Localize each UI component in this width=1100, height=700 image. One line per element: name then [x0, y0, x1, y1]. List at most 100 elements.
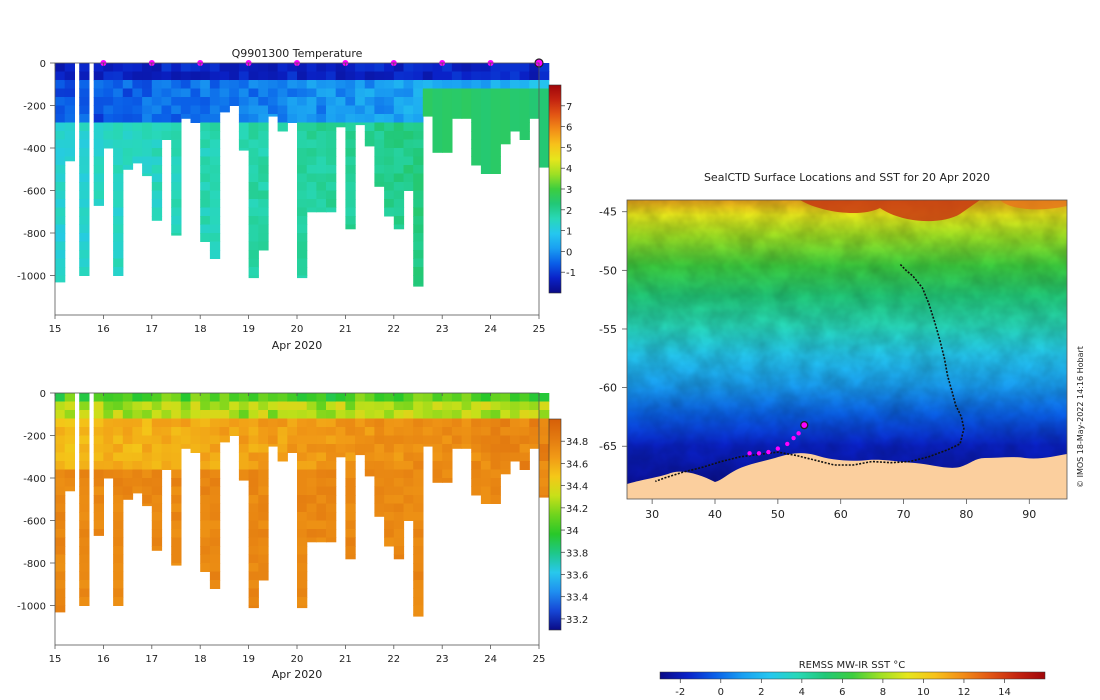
section-cell [209, 122, 221, 132]
section-cell [471, 63, 482, 72]
section-cell [151, 537, 163, 547]
colorbar-tick-label: 1 [566, 227, 572, 238]
section-cell [64, 393, 75, 402]
section-cell [480, 452, 492, 462]
section-cell [93, 105, 104, 115]
section-cell [297, 452, 308, 462]
section-cell [113, 71, 124, 81]
section-cell [355, 122, 366, 126]
section-cell [55, 114, 66, 123]
section-cell [355, 427, 366, 436]
section-cell [384, 520, 395, 530]
section-cell [297, 486, 308, 496]
section-cell [209, 554, 221, 564]
section-cell [326, 512, 337, 521]
section-cell [393, 182, 405, 191]
section-cell [519, 418, 530, 428]
y-tick-label: 0 [40, 59, 46, 70]
section-cell [248, 478, 259, 487]
section-cell [79, 461, 90, 470]
section-cell [364, 80, 376, 89]
section-cell [258, 393, 269, 402]
section-cell [335, 105, 346, 115]
section-cell [190, 80, 201, 89]
section-cell [413, 63, 424, 72]
section-cell [413, 554, 424, 564]
section-cell [413, 503, 424, 513]
colorbar-tick-label: 34.8 [566, 437, 588, 448]
map-y-tick-label: -45 [599, 206, 617, 219]
section-cell [248, 207, 259, 217]
section-cell [316, 461, 327, 470]
section-cell [103, 393, 114, 402]
section-cell [277, 97, 288, 106]
section-cell [79, 241, 90, 251]
section-cell [422, 114, 434, 117]
section-cell [297, 267, 308, 276]
section-cell [209, 401, 221, 411]
section-cell [413, 435, 424, 445]
section-cell [519, 97, 530, 106]
section-cell [238, 105, 250, 115]
section-cell [451, 418, 463, 428]
section-cell [364, 410, 376, 419]
section-cell [79, 478, 90, 487]
map-x-tick-label: 50 [771, 508, 785, 521]
section-cell [171, 393, 182, 402]
section-cell [384, 486, 395, 496]
section-cell [190, 444, 201, 453]
colorbar-tick-label: 5 [566, 143, 572, 154]
section-cell [248, 444, 259, 453]
section-cell [442, 435, 453, 445]
section-cell [277, 63, 288, 72]
section-cell [151, 122, 163, 132]
section-cell [297, 512, 308, 521]
section-cell [277, 410, 288, 419]
section-cell [79, 435, 90, 445]
section-cell [209, 520, 221, 530]
section-cell [442, 461, 453, 470]
section-cell [442, 88, 453, 98]
section-cell [471, 427, 482, 436]
section-cell [277, 114, 288, 123]
section-cell [248, 250, 259, 259]
section-cell [384, 512, 395, 521]
section-cell [79, 546, 90, 555]
section-cell [79, 444, 90, 453]
section-cell [113, 512, 124, 521]
section-cell [200, 393, 211, 402]
section-cell [55, 546, 66, 555]
section-cell [122, 97, 134, 106]
warm-patch-2 [1000, 200, 1067, 210]
section-cell [297, 131, 308, 140]
section-cell [297, 224, 308, 234]
section-cell [180, 63, 192, 72]
y-tick-label: -200 [23, 102, 46, 113]
section-cell [151, 520, 163, 530]
section-cell [277, 88, 288, 98]
section-cell [151, 105, 163, 115]
section-cell [200, 88, 211, 98]
section-cell [142, 478, 153, 487]
section-cell [248, 554, 259, 564]
section-cell [384, 537, 395, 547]
section-cell [79, 452, 90, 462]
section-cell [122, 401, 134, 411]
section-cell [258, 190, 269, 200]
section-cell [306, 486, 317, 496]
section-cell [200, 520, 211, 530]
section-cell [519, 114, 530, 123]
section-cell [442, 122, 453, 132]
section-cell [345, 139, 356, 149]
section-cell [539, 165, 550, 168]
section-cell [326, 97, 337, 106]
section-cell [200, 156, 211, 166]
section-cell [248, 224, 259, 234]
section-cell [200, 63, 211, 72]
section-cell [326, 503, 337, 513]
section-cell [471, 122, 482, 132]
section-cell [306, 469, 317, 479]
section-cell [151, 156, 163, 166]
section-cell [238, 88, 250, 98]
section-cell [297, 71, 308, 81]
